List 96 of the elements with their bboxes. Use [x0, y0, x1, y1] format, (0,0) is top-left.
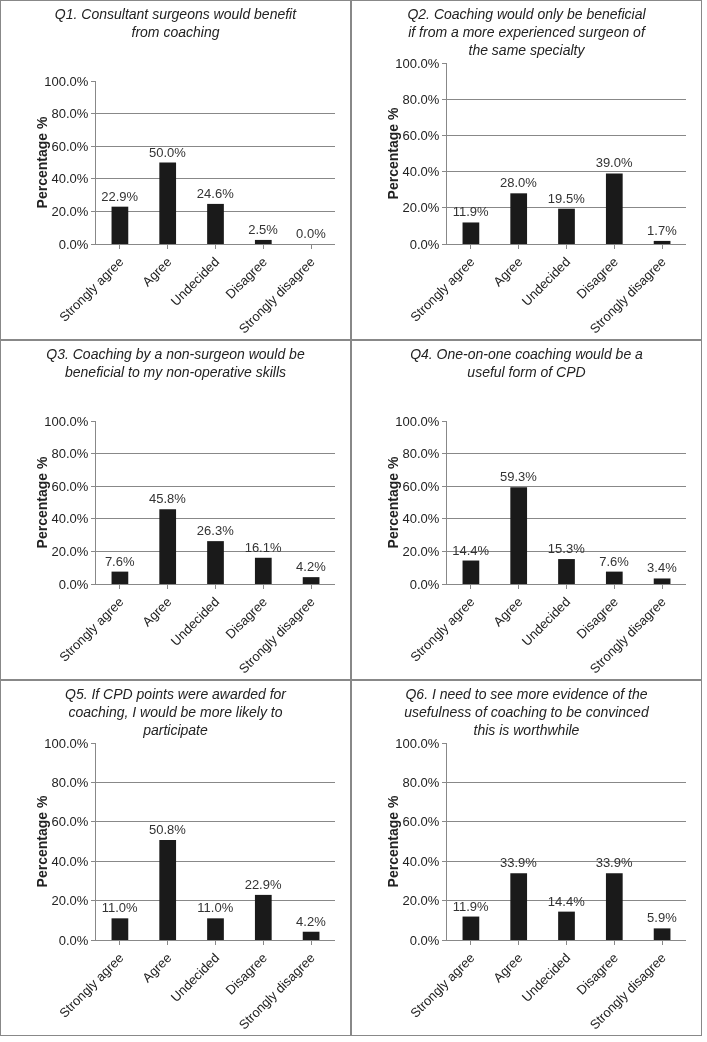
bar	[605, 873, 623, 940]
bar	[207, 203, 224, 244]
data-label: 26.3%	[196, 523, 235, 539]
bar	[462, 222, 480, 244]
data-label: 11.9%	[452, 898, 490, 914]
data-label: 3.4%	[647, 560, 678, 576]
y-tick-label: 20.0%	[51, 543, 89, 559]
bar	[111, 206, 129, 244]
data-label: 19.5%	[547, 190, 586, 206]
y-tick-label: 100.0%	[44, 413, 89, 429]
data-label: 0.0%	[296, 226, 327, 241]
data-label: 22.9%	[244, 876, 282, 892]
bar	[558, 911, 575, 940]
y-tick-label: 0.0%	[58, 236, 89, 252]
y-tick-label: 100.0%	[395, 413, 440, 429]
data-label: 16.1%	[244, 539, 282, 555]
y-tick-label: 40.0%	[402, 853, 440, 869]
y-tick-label: 20.0%	[402, 893, 440, 909]
bar	[462, 560, 480, 584]
data-label: 1.7%	[647, 222, 678, 238]
data-label: 4.2%	[296, 913, 327, 929]
chart-title: Q3. Coaching by a non-surgeon would be beneficial to my non-operative skills	[46, 346, 305, 381]
data-label: 45.8%	[149, 491, 187, 507]
bar	[302, 577, 320, 584]
data-label: 2.5%	[248, 221, 279, 237]
data-label: 39.0%	[595, 155, 633, 171]
y-tick-label: 40.0%	[402, 164, 440, 180]
bar	[111, 571, 129, 584]
y-axis-title: Percentage %	[33, 795, 50, 888]
data-label: 50.8%	[149, 821, 187, 837]
y-tick-label: 60.0%	[51, 478, 89, 494]
y-tick-label: 0.0%	[409, 932, 440, 948]
data-label: 28.0%	[500, 175, 538, 191]
y-tick-label: 40.0%	[51, 853, 89, 869]
bar	[558, 559, 575, 584]
bar	[254, 239, 272, 244]
bar	[207, 541, 224, 584]
data-label: 59.3%	[500, 469, 538, 485]
y-tick-label: 0.0%	[409, 576, 440, 592]
bar	[605, 173, 623, 244]
y-tick-label: 0.0%	[58, 932, 89, 948]
y-tick-label: 20.0%	[51, 893, 89, 909]
data-label: 4.2%	[296, 559, 327, 575]
y-tick-label: 80.0%	[402, 446, 440, 462]
bar	[254, 557, 272, 584]
bar	[605, 571, 623, 584]
bar	[159, 839, 177, 940]
bar	[653, 578, 671, 584]
y-tick-label: 40.0%	[402, 511, 440, 527]
bar	[558, 208, 575, 244]
bar	[510, 193, 528, 244]
bar	[159, 509, 177, 584]
y-axis-title: Percentage %	[384, 456, 401, 549]
data-label: 5.9%	[647, 910, 678, 926]
data-label: 24.6%	[196, 185, 235, 201]
y-tick-label: 20.0%	[402, 200, 440, 216]
y-tick-label: 60.0%	[51, 814, 89, 830]
data-label: 7.6%	[104, 553, 135, 569]
y-tick-label: 80.0%	[402, 91, 440, 107]
data-label: 22.9%	[101, 188, 139, 204]
bar	[510, 487, 528, 584]
y-tick-label: 80.0%	[51, 106, 89, 122]
chart-title: Q4. One-on-one coaching would be a useful form of CPD	[410, 346, 644, 381]
y-tick-label: 80.0%	[51, 774, 89, 790]
y-tick-label: 80.0%	[402, 774, 440, 790]
bar	[510, 873, 528, 940]
bar	[111, 918, 129, 940]
bar	[653, 240, 671, 244]
y-tick-label: 60.0%	[51, 138, 89, 154]
data-label: 50.0%	[149, 144, 187, 160]
bar	[254, 894, 272, 940]
bar	[302, 931, 320, 940]
y-tick-label: 80.0%	[51, 446, 89, 462]
y-tick-label: 60.0%	[402, 127, 440, 143]
y-tick-label: 60.0%	[402, 814, 440, 830]
y-tick-label: 60.0%	[402, 478, 440, 494]
y-tick-label: 40.0%	[51, 511, 89, 527]
data-label: 11.0%	[197, 900, 234, 916]
data-label: 11.9%	[452, 204, 490, 220]
bar	[159, 162, 177, 244]
bar	[462, 916, 480, 940]
bar	[653, 928, 671, 940]
y-axis-title: Percentage %	[384, 795, 401, 888]
bar	[207, 918, 224, 940]
y-tick-label: 100.0%	[44, 73, 89, 89]
y-tick-label: 40.0%	[51, 171, 89, 187]
y-axis-title: Percentage %	[33, 116, 50, 209]
y-tick-label: 0.0%	[409, 236, 440, 252]
data-label: 11.0%	[101, 900, 139, 916]
data-label: 7.6%	[599, 553, 630, 569]
y-axis-title: Percentage %	[384, 107, 401, 200]
chart-title: Q1. Consultant surgeons would benefit from coaching	[54, 6, 298, 41]
y-tick-label: 20.0%	[402, 543, 440, 559]
y-axis-title: Percentage %	[33, 456, 50, 549]
y-tick-label: 0.0%	[58, 576, 89, 592]
y-tick-label: 20.0%	[51, 203, 89, 219]
